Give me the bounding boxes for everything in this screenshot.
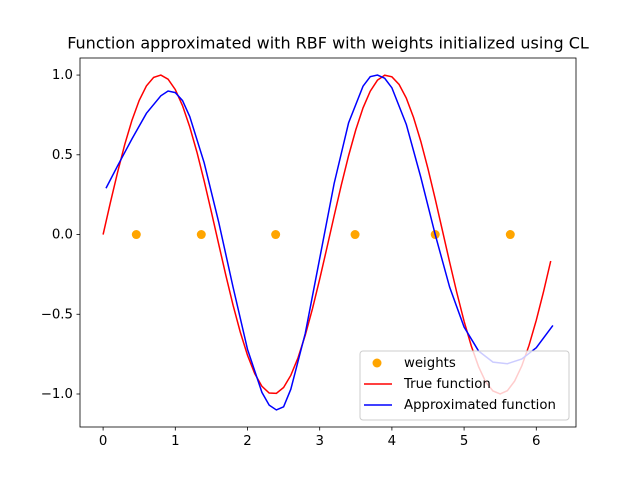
- x-tick-label: 1: [171, 434, 179, 449]
- scatter-point: [271, 230, 281, 240]
- legend-marker: [372, 358, 382, 368]
- y-tick-label: −0.5: [41, 307, 73, 322]
- axes-frame: [79, 57, 577, 428]
- chart-title: Function approximated with RBF with weig…: [67, 34, 589, 53]
- scatter-point: [196, 230, 206, 240]
- legend-label: True function: [403, 377, 491, 392]
- scatter-point: [505, 230, 515, 240]
- x-tick-label: 4: [388, 434, 396, 449]
- x-tick-label: 5: [460, 434, 468, 449]
- x-tick-label: 3: [315, 434, 323, 449]
- legend-box: [359, 350, 570, 421]
- x-tick-label: 6: [532, 434, 540, 449]
- x-tick-label: 2: [243, 434, 251, 449]
- scatter-point: [131, 230, 141, 240]
- x-tick-label: 0: [99, 434, 107, 449]
- scatter-point: [350, 230, 360, 240]
- y-tick-label: 0.5: [52, 148, 73, 163]
- y-tick-label: 1.0: [52, 68, 73, 83]
- y-tick-label: 0.0: [52, 228, 73, 243]
- legend-label: weights: [404, 356, 456, 371]
- line: [105, 74, 554, 411]
- legend-label: Approximated function: [404, 398, 556, 413]
- y-tick-label: −1.0: [41, 387, 73, 402]
